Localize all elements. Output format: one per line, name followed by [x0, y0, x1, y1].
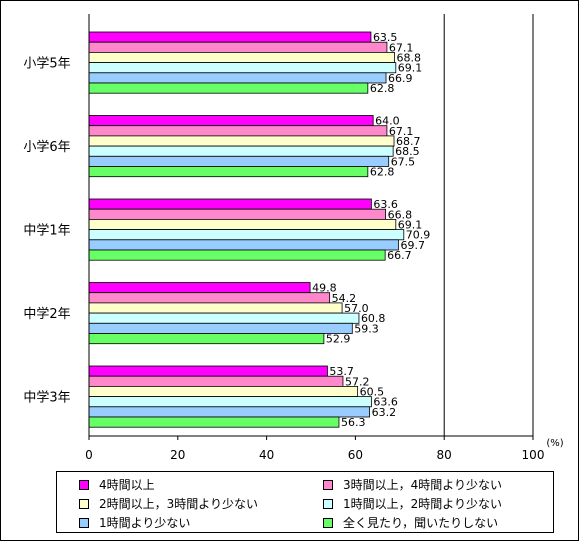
bar: [88, 145, 394, 157]
bar: [88, 125, 388, 137]
data-label: 66.7: [387, 249, 412, 262]
bar: [88, 385, 359, 397]
legend-label: 1時間以上，2時間より少ない: [343, 497, 503, 511]
data-label: 66.8: [388, 208, 413, 221]
bar: [88, 135, 395, 147]
bar: [88, 229, 405, 241]
data-label: 52.9: [326, 333, 351, 346]
bar: [88, 155, 390, 167]
bar: [88, 239, 399, 251]
data-label: 69.1: [398, 219, 423, 232]
legend-label: 4時間以上: [99, 478, 155, 492]
bar: [88, 312, 360, 324]
bar: [88, 249, 386, 261]
category-label: 中学1年: [23, 223, 70, 239]
legend-swatch: [79, 479, 89, 490]
data-label: 68.8: [396, 52, 421, 65]
data-label: 68.7: [396, 135, 421, 148]
bar: [88, 406, 371, 418]
legend-label: 全く見たり，聞いたりしない: [343, 516, 499, 530]
legend-item: 2時間以上，3時間より少ない: [79, 495, 258, 512]
data-label: 63.6: [373, 396, 398, 409]
data-label: 66.9: [388, 72, 413, 85]
data-label: 49.8: [312, 282, 337, 295]
data-label: 57.0: [344, 302, 369, 315]
x-tick-label: 60: [348, 448, 363, 462]
legend-item: 4時間以上: [79, 476, 155, 493]
legend-swatch: [323, 498, 333, 509]
data-label: 67.1: [389, 125, 414, 138]
data-label: 69.1: [398, 62, 423, 75]
data-label: 56.3: [341, 416, 366, 429]
category-label: 中学3年: [23, 390, 70, 406]
bar: [88, 31, 372, 43]
data-label: 62.8: [370, 82, 395, 95]
data-label: 57.2: [345, 375, 370, 388]
data-label: 63.5: [373, 31, 398, 44]
category-label: 中学2年: [23, 306, 70, 322]
x-tick-label: 20: [170, 448, 185, 462]
data-label: 63.6: [373, 198, 398, 211]
data-label: 60.5: [360, 386, 385, 399]
x-tick-label: 80: [437, 448, 452, 462]
legend-label: 3時間以上，4時間より少ない: [343, 478, 503, 492]
category-label: 小学6年: [23, 139, 70, 155]
data-label: 63.2: [372, 406, 397, 419]
bar: [88, 218, 397, 230]
data-label: 59.3: [354, 322, 379, 335]
legend-swatch: [79, 498, 89, 509]
x-tick-label: 40: [259, 448, 274, 462]
unit-label: (%): [546, 438, 563, 449]
bar: [88, 198, 372, 210]
data-label: 69.7: [400, 239, 425, 252]
bar: [88, 396, 372, 408]
data-label: 62.8: [370, 166, 395, 179]
data-label: 70.9: [406, 229, 431, 242]
bar: [88, 302, 343, 314]
bar: [88, 52, 395, 64]
bar: [88, 282, 311, 294]
bar: [88, 292, 331, 304]
bar: [88, 375, 344, 387]
bar: [88, 208, 386, 220]
category-label: 小学5年: [23, 56, 70, 72]
bar: [88, 82, 369, 94]
data-label: 60.8: [361, 312, 386, 325]
legend-item: 3時間以上，4時間より少ない: [323, 476, 502, 493]
data-label: 54.2: [332, 292, 357, 305]
bar: [88, 365, 328, 377]
legend-swatch: [323, 479, 333, 490]
bar: [88, 322, 353, 334]
bar: [88, 72, 387, 84]
bar: [88, 115, 374, 127]
data-label: 68.5: [395, 145, 420, 158]
data-label: 67.5: [391, 155, 416, 168]
x-tick-label: 100: [522, 448, 545, 462]
legend-swatch: [323, 517, 333, 528]
bar: [88, 416, 340, 428]
x-tick-label: 0: [85, 448, 93, 462]
legend-label: 1時間より少ない: [99, 516, 191, 530]
legend-swatch: [79, 517, 89, 528]
bar: [88, 166, 369, 178]
legend-label: 2時間以上，3時間より少ない: [99, 497, 259, 511]
legend-item: 全く見たり，聞いたりしない: [323, 514, 498, 531]
legend-item: 1時間より少ない: [79, 514, 190, 531]
legend-item: 1時間以上，2時間より少ない: [323, 495, 502, 512]
bar: [88, 333, 325, 345]
data-label: 67.1: [389, 41, 414, 54]
bar: [88, 62, 397, 74]
legend: 4時間以上 3時間以上，4時間より少ない 2時間以上，3時間より少ない 1時間以…: [56, 471, 554, 533]
data-label: 64.0: [375, 115, 400, 128]
data-label: 53.7: [329, 365, 354, 378]
bar: [88, 41, 388, 53]
